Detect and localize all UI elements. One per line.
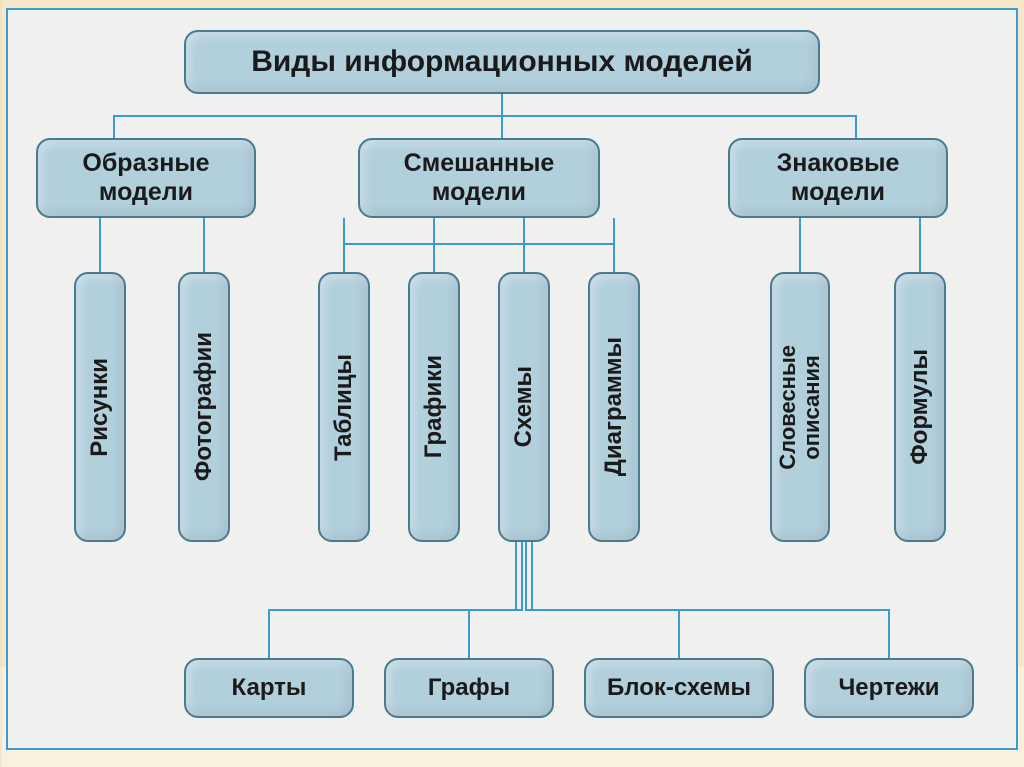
node-grafiki: Графики	[408, 272, 460, 542]
node-smeshannye: Смешанныемодели	[358, 138, 600, 218]
node-formuly: Формулы	[894, 272, 946, 542]
node-grafy: Графы	[384, 658, 554, 718]
node-karty: Карты	[184, 658, 354, 718]
node-blokskhemy: Блок-схемы	[584, 658, 774, 718]
node-root: Виды информационных моделей	[184, 30, 820, 94]
node-chertezhi: Чертежи	[804, 658, 974, 718]
node-fotografii: Фотографии	[178, 272, 230, 542]
diagram-frame: Виды информационных моделей Образныемоде…	[6, 8, 1018, 750]
node-znakovye: Знаковыемодели	[728, 138, 948, 218]
node-tablitsy: Таблицы	[318, 272, 370, 542]
node-slovesnye: Словесныеописания	[770, 272, 830, 542]
node-obraznye: Образныемодели	[36, 138, 256, 218]
node-skhemy: Схемы	[498, 272, 550, 542]
node-diagrammy: Диаграммы	[588, 272, 640, 542]
node-risunki: Рисунки	[74, 272, 126, 542]
